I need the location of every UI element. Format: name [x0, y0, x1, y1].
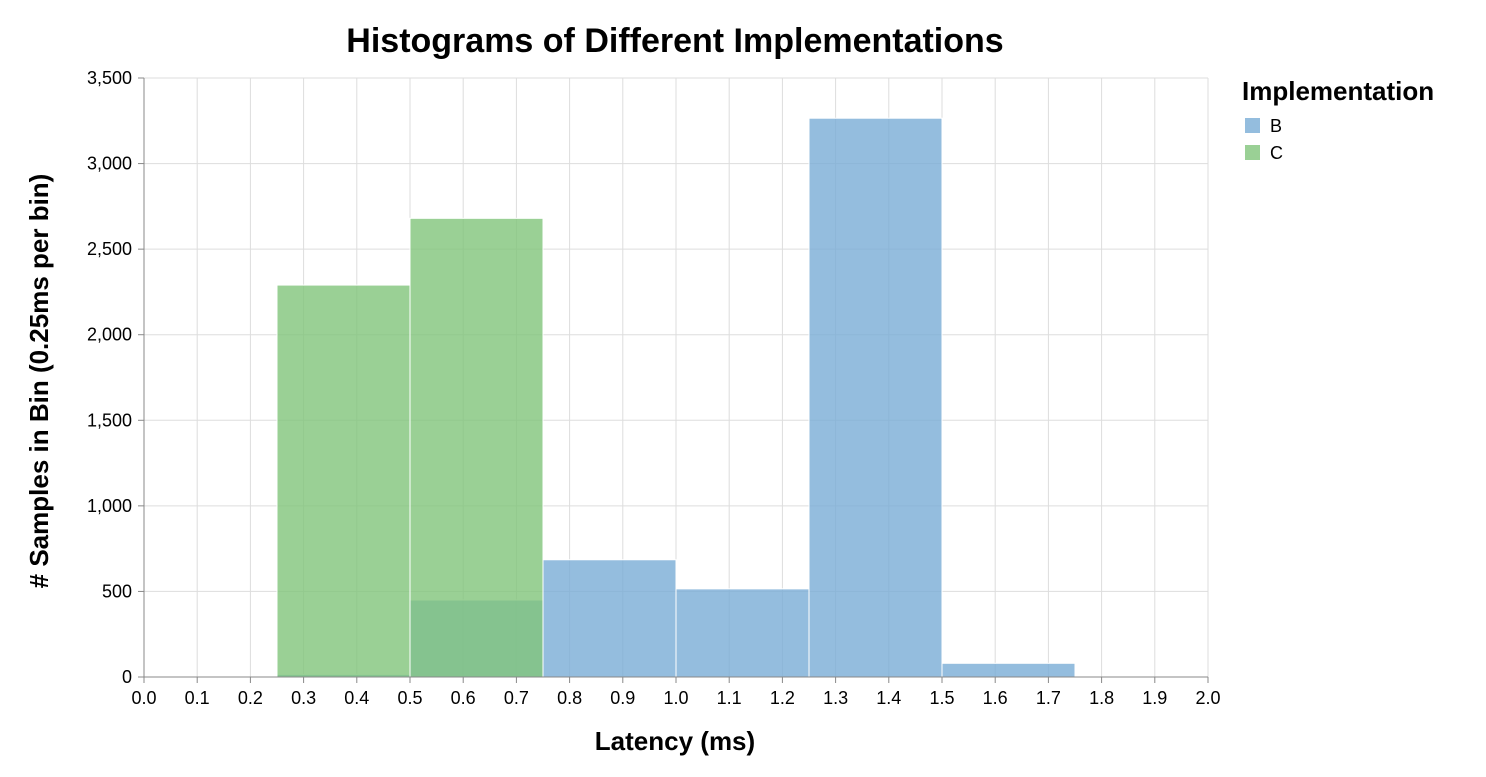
- y-tick-label: 1,500: [87, 410, 132, 430]
- x-tick-label: 0.8: [557, 688, 582, 708]
- y-tick-label: 2,000: [87, 325, 132, 345]
- x-tick-label: 0.5: [397, 688, 422, 708]
- x-tick-label: 0.9: [610, 688, 635, 708]
- y-tick-label: 500: [102, 581, 132, 601]
- legend-label-c: C: [1270, 143, 1283, 163]
- x-tick-label: 1.3: [823, 688, 848, 708]
- x-tick-label: 0.4: [344, 688, 369, 708]
- bar-b-2: [542, 559, 677, 678]
- bars: [276, 117, 1076, 678]
- x-axis-title: Latency (ms): [595, 726, 755, 756]
- y-axis-title: # Samples in Bin (0.25ms per bin): [24, 174, 54, 589]
- legend: Implementation BC: [1242, 76, 1434, 163]
- legend-title: Implementation: [1242, 76, 1434, 106]
- legend-swatch-b: [1245, 118, 1260, 133]
- x-tick-label: 1.5: [929, 688, 954, 708]
- bar-b-5: [941, 662, 1076, 678]
- legend-swatch-c: [1245, 145, 1260, 160]
- x-tick-label: 1.4: [876, 688, 901, 708]
- chart-title: Histograms of Different Implementations: [346, 22, 1003, 60]
- y-tick-label: 3,000: [87, 154, 132, 174]
- bar-b-4: [808, 117, 943, 678]
- x-tick-label: 1.8: [1089, 688, 1114, 708]
- x-tick-label: 1.9: [1142, 688, 1167, 708]
- x-tick-label: 1.2: [770, 688, 795, 708]
- y-tick-label: 0: [122, 667, 132, 687]
- legend-label-b: B: [1270, 116, 1282, 136]
- bar-c-0: [276, 284, 411, 678]
- x-tick-label: 1.7: [1036, 688, 1061, 708]
- x-tick-label: 0.6: [451, 688, 476, 708]
- x-tick-label: 1.1: [717, 688, 742, 708]
- x-tick-label: 0.3: [291, 688, 316, 708]
- x-tick-label: 0.2: [238, 688, 263, 708]
- x-tick-label: 0.7: [504, 688, 529, 708]
- x-tick-label: 2.0: [1195, 688, 1220, 708]
- y-tick-label: 2,500: [87, 239, 132, 259]
- x-tick-label: 1.6: [983, 688, 1008, 708]
- axes: 0.0 0.1 0.2 0.3 0.4 0.5 0.6 0.7 0.8 0.9 1.0 1.1 1.2 1…: [87, 68, 1221, 708]
- bar-c-1: [409, 217, 544, 678]
- x-tick-label: 1.0: [663, 688, 688, 708]
- x-tick-label: 0.1: [185, 688, 210, 708]
- y-tick-label: 3,500: [87, 68, 132, 88]
- bar-b-3: [675, 588, 810, 678]
- x-tick-label: 0.0: [131, 688, 156, 708]
- y-tick-label: 1,000: [87, 496, 132, 516]
